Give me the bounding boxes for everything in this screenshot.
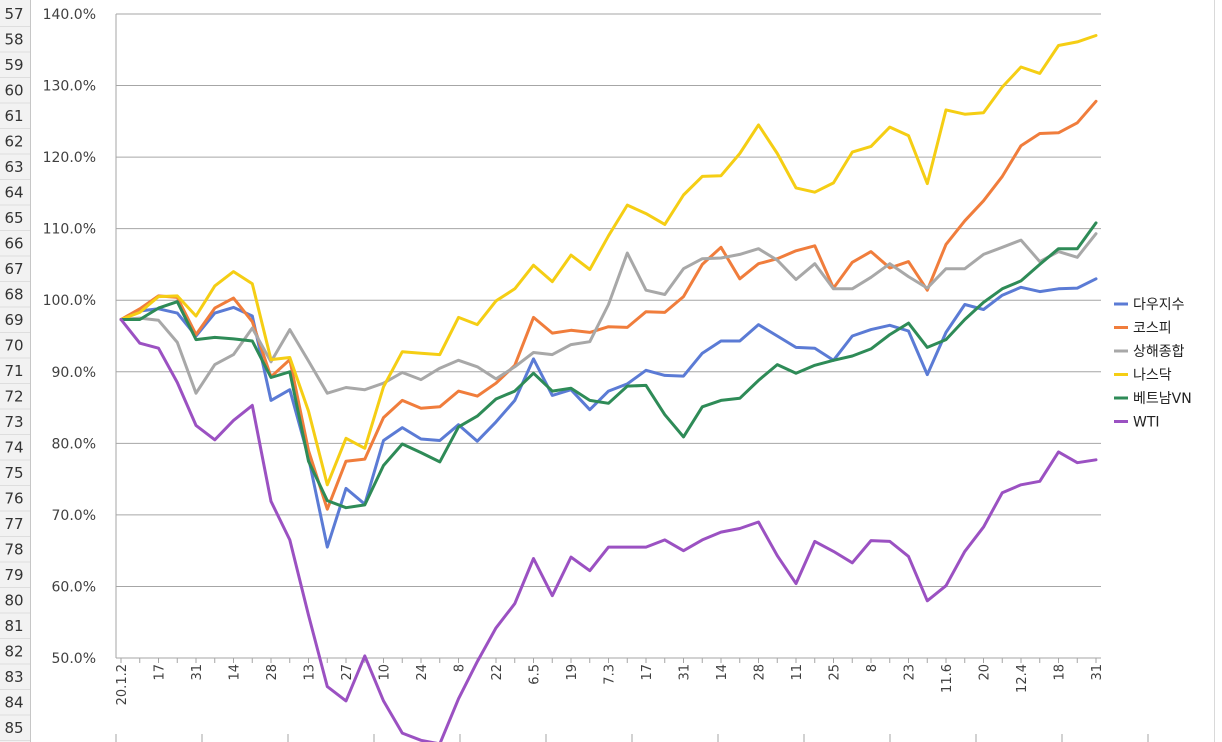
- x-tick-label: 10: [378, 664, 393, 681]
- x-tick-label: 7.3: [603, 664, 618, 685]
- x-tick-label: 28: [265, 664, 280, 681]
- row-number[interactable]: 57: [4, 5, 23, 23]
- row-header-column: 57 58 59 60 61 62 63 64 65 66 67 68 69 70 71 72 73 74 75 76…: [0, 0, 31, 742]
- series-line-5[interactable]: [119, 221, 1098, 510]
- row-number[interactable]: 66: [4, 235, 23, 253]
- row-number[interactable]: 68: [4, 286, 23, 304]
- legend-label: 나스닥: [1133, 368, 1172, 384]
- legend-label: 코스피: [1133, 321, 1172, 337]
- x-tick-label: 14: [228, 664, 243, 681]
- row-number[interactable]: 73: [4, 413, 23, 431]
- row-number[interactable]: 63: [4, 158, 23, 176]
- row-number[interactable]: 81: [4, 617, 23, 635]
- x-tick-label: 12.4: [1015, 664, 1030, 693]
- series-line-2[interactable]: [119, 99, 1098, 511]
- legend-label: WTI: [1133, 415, 1160, 431]
- y-tick-label: 60.0%: [52, 579, 96, 595]
- x-tick-label: 20.1.2: [115, 664, 130, 705]
- row-number[interactable]: 74: [4, 439, 23, 457]
- y-tick-label: 110.0%: [43, 222, 96, 238]
- row-number[interactable]: 77: [4, 515, 23, 533]
- row-number[interactable]: 62: [4, 133, 23, 151]
- x-tick-label: 6.5: [528, 664, 543, 685]
- series-line-6[interactable]: [119, 318, 1098, 742]
- series-line-4[interactable]: [119, 34, 1098, 487]
- y-tick-label: 70.0%: [52, 508, 96, 524]
- chart-area[interactable]: [31, 0, 1222, 742]
- x-tick-label: 14: [715, 664, 730, 681]
- row-number[interactable]: 59: [4, 56, 23, 74]
- y-tick-label: 80.0%: [52, 436, 96, 452]
- series-line-1[interactable]: [119, 277, 1098, 549]
- y-tick-label: 120.0%: [43, 150, 96, 166]
- row-header-numbers: 57 58 59 60 61 62 63 64 65 66 67 68 69 70 71 72 73 74 75 76…: [0, 5, 30, 741]
- row-number[interactable]: 79: [4, 566, 23, 584]
- row-number[interactable]: 71: [4, 362, 23, 380]
- x-tick-label: 11: [790, 664, 805, 681]
- row-number[interactable]: 64: [4, 184, 23, 202]
- x-tick-label: 24: [415, 664, 430, 681]
- row-number[interactable]: 60: [4, 82, 23, 100]
- row-number[interactable]: 72: [4, 388, 23, 406]
- x-tick-label: 31: [190, 664, 205, 681]
- y-axis-tick-labels: 50.0% 60.0% 70.0% 80.0% 90.0% 100.0% 110.0% 120…: [43, 7, 96, 667]
- row-number[interactable]: 84: [4, 694, 23, 712]
- row-number[interactable]: 83: [4, 668, 23, 686]
- row-number[interactable]: 61: [4, 107, 23, 125]
- x-tick-label: 31: [678, 664, 693, 681]
- row-number[interactable]: 78: [4, 541, 23, 559]
- y-tick-label: 90.0%: [52, 365, 96, 381]
- x-tick-label: 13: [303, 664, 318, 681]
- row-number[interactable]: 76: [4, 490, 23, 508]
- y-tick-label: 130.0%: [43, 79, 96, 95]
- row-header-background: [0, 0, 30, 742]
- x-tick-label: 28: [753, 664, 768, 681]
- row-number[interactable]: 82: [4, 643, 23, 661]
- x-tick-label: 8: [453, 664, 468, 672]
- x-tick-label: 19: [565, 664, 580, 681]
- x-tick-label: 27: [340, 664, 355, 681]
- row-number[interactable]: 80: [4, 592, 23, 610]
- row-number[interactable]: 65: [4, 209, 23, 227]
- x-tick-label: 20: [978, 664, 993, 681]
- x-tick-label: 17: [640, 664, 655, 681]
- row-number[interactable]: 75: [4, 464, 23, 482]
- row-number[interactable]: 70: [4, 337, 23, 355]
- x-tick-label: 18: [1053, 664, 1068, 681]
- x-tick-label: 11.6: [940, 664, 955, 693]
- row-number[interactable]: 58: [4, 31, 23, 49]
- row-number[interactable]: 85: [4, 719, 23, 737]
- row-number[interactable]: 69: [4, 311, 23, 329]
- series-line-3[interactable]: [119, 232, 1098, 395]
- x-tick-label: 22: [490, 664, 505, 681]
- x-tick-label: 8: [865, 664, 880, 672]
- row-number[interactable]: 67: [4, 260, 23, 278]
- legend-label: 다우지수: [1133, 297, 1185, 313]
- x-tick-label: 25: [828, 664, 843, 681]
- legend-label: 상해종합: [1133, 344, 1185, 360]
- x-axis: 20.1.2 17 31 14 28 13 27 10 24 8 22 6.5 19 7.3 17 31 14 2…: [115, 658, 1149, 742]
- x-tick-label: 31: [1090, 664, 1105, 681]
- y-tick-label: 100.0%: [43, 293, 96, 309]
- chart-series-lines: [119, 34, 1098, 742]
- y-tick-label: 50.0%: [52, 651, 96, 667]
- y-tick-label: 140.0%: [43, 7, 96, 23]
- x-tick-label: 23: [903, 664, 918, 681]
- x-tick-label: 17: [153, 664, 168, 681]
- legend-label: 베트남VN: [1133, 391, 1192, 407]
